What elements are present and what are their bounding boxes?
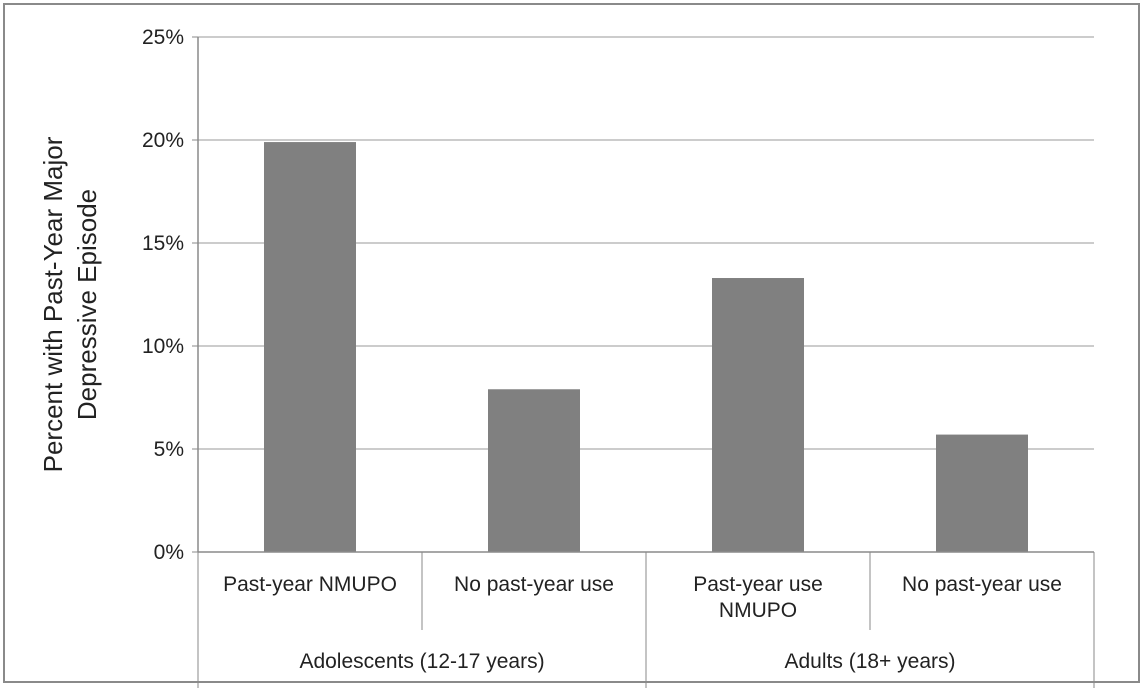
bar [712,278,804,552]
x-tick-label: No past-year use [902,573,1062,596]
y-tick-label: 25% [142,26,184,49]
axis-labels: 0% 5% 10% 15% 20% 25% Past-year NMUPO No past-y… [38,26,1062,673]
y-tick-label: 10% [142,335,184,358]
x-tick-label: Past-year NMUPO [223,573,397,596]
x-tick-label: Past-year use [693,573,823,596]
y-tick-label: 0% [154,541,184,564]
group-label: Adolescents (12-17 years) [299,650,544,673]
y-tick-label: 5% [154,438,184,461]
bar [488,389,580,552]
group-label: Adults (18+ years) [785,650,956,673]
y-axis-title: Percent with Past-Year Major [38,136,68,472]
bar [264,142,356,552]
x-tick-label: NMUPO [719,599,797,622]
y-tick-label: 15% [142,232,184,255]
bars [264,142,1028,552]
y-tick-label: 20% [142,129,184,152]
bar [936,434,1028,552]
axes [192,36,1095,688]
x-tick-label: No past-year use [454,573,614,596]
y-axis-title: Depressive Episode [72,189,102,420]
chart-frame [3,3,1140,683]
